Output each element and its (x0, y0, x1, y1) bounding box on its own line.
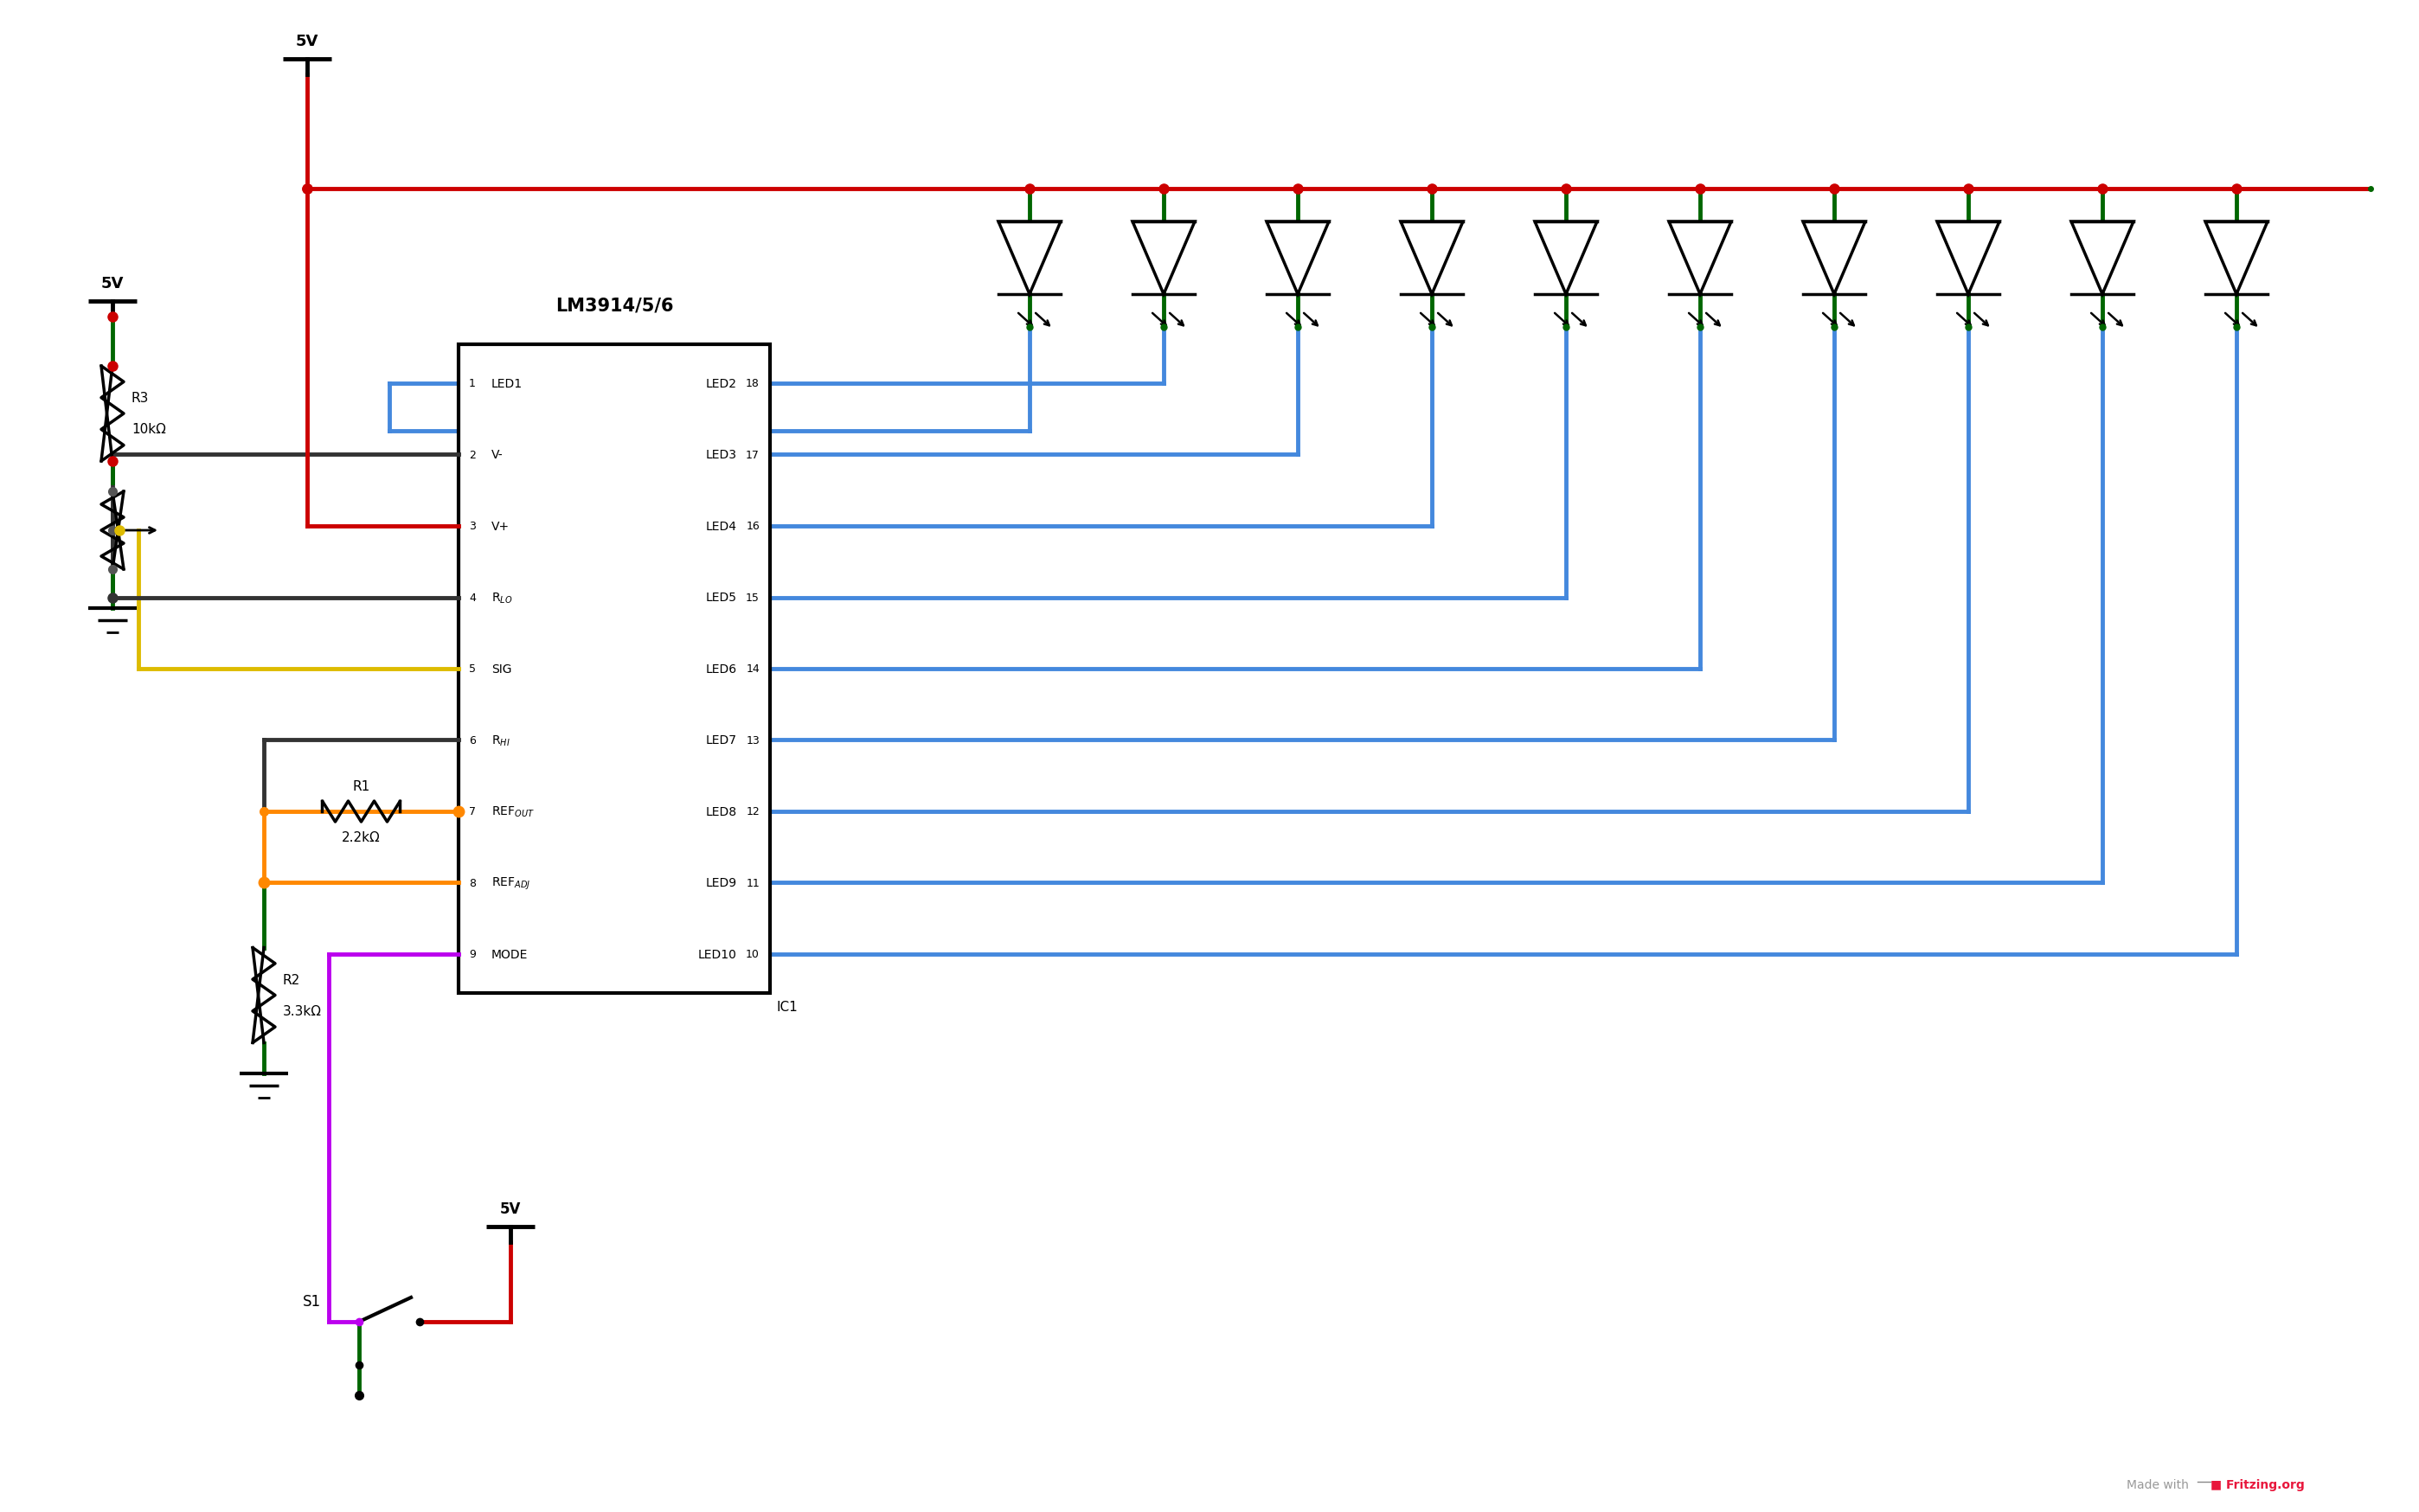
Text: 3: 3 (469, 520, 477, 532)
Text: 5V: 5V (102, 275, 123, 292)
Text: 13: 13 (745, 735, 760, 745)
Text: 10: 10 (745, 950, 760, 960)
Text: 9: 9 (469, 950, 477, 960)
Text: 6: 6 (469, 735, 477, 745)
Text: LED1: LED1 (491, 378, 523, 390)
Polygon shape (1802, 222, 1865, 295)
Text: R1: R1 (353, 780, 370, 792)
Text: LED2: LED2 (706, 378, 738, 390)
Text: REF$_{OUT}$: REF$_{OUT}$ (491, 804, 535, 820)
Text: LED10: LED10 (699, 948, 738, 960)
Text: LED8: LED8 (706, 806, 738, 818)
Text: LED5: LED5 (706, 591, 738, 603)
Text: 18: 18 (745, 378, 760, 390)
Text: 5V: 5V (501, 1201, 520, 1216)
Text: LED6: LED6 (706, 664, 738, 676)
Text: 2: 2 (469, 449, 477, 461)
Polygon shape (2206, 222, 2267, 295)
Text: 3.3kΩ: 3.3kΩ (283, 1004, 322, 1018)
Text: MODE: MODE (491, 948, 527, 960)
Text: 14: 14 (745, 664, 760, 674)
Text: LM3914/5/6: LM3914/5/6 (556, 298, 672, 314)
Text: 10kΩ: 10kΩ (131, 423, 167, 435)
Text: LED4: LED4 (706, 520, 738, 532)
FancyBboxPatch shape (460, 345, 769, 993)
Text: 17: 17 (745, 449, 760, 461)
Text: 1: 1 (469, 378, 477, 390)
Text: ■ Fritzing.org: ■ Fritzing.org (2211, 1479, 2305, 1491)
Text: 5V: 5V (295, 33, 319, 50)
Text: R$_{HI}$: R$_{HI}$ (491, 733, 510, 747)
Text: LED3: LED3 (706, 449, 738, 461)
Text: LED9: LED9 (706, 877, 738, 889)
Text: R3: R3 (131, 392, 150, 405)
Polygon shape (1669, 222, 1732, 295)
Polygon shape (1938, 222, 2001, 295)
Text: 11: 11 (745, 877, 760, 889)
Text: SIG: SIG (491, 664, 513, 676)
Text: 4: 4 (469, 593, 477, 603)
Polygon shape (999, 222, 1060, 295)
Polygon shape (1132, 222, 1195, 295)
Text: 8: 8 (469, 877, 477, 889)
Polygon shape (1534, 222, 1597, 295)
Text: 12: 12 (745, 806, 760, 818)
Text: R2: R2 (283, 974, 300, 986)
Text: LED7: LED7 (706, 735, 738, 747)
Text: V-: V- (491, 449, 503, 461)
Text: 7: 7 (469, 806, 477, 818)
Polygon shape (2071, 222, 2134, 295)
Text: IC1: IC1 (776, 1001, 798, 1013)
Text: Made with: Made with (2126, 1479, 2189, 1491)
Polygon shape (1268, 222, 1328, 295)
Text: 15: 15 (745, 593, 760, 603)
Text: V+: V+ (491, 520, 510, 532)
Text: R$_{LO}$: R$_{LO}$ (491, 591, 513, 605)
Text: 16: 16 (745, 520, 760, 532)
Text: 5: 5 (469, 664, 477, 674)
Polygon shape (1401, 222, 1463, 295)
Text: 2.2kΩ: 2.2kΩ (341, 830, 380, 844)
Text: S1: S1 (302, 1293, 322, 1309)
Text: REF$_{ADJ}$: REF$_{ADJ}$ (491, 875, 530, 891)
